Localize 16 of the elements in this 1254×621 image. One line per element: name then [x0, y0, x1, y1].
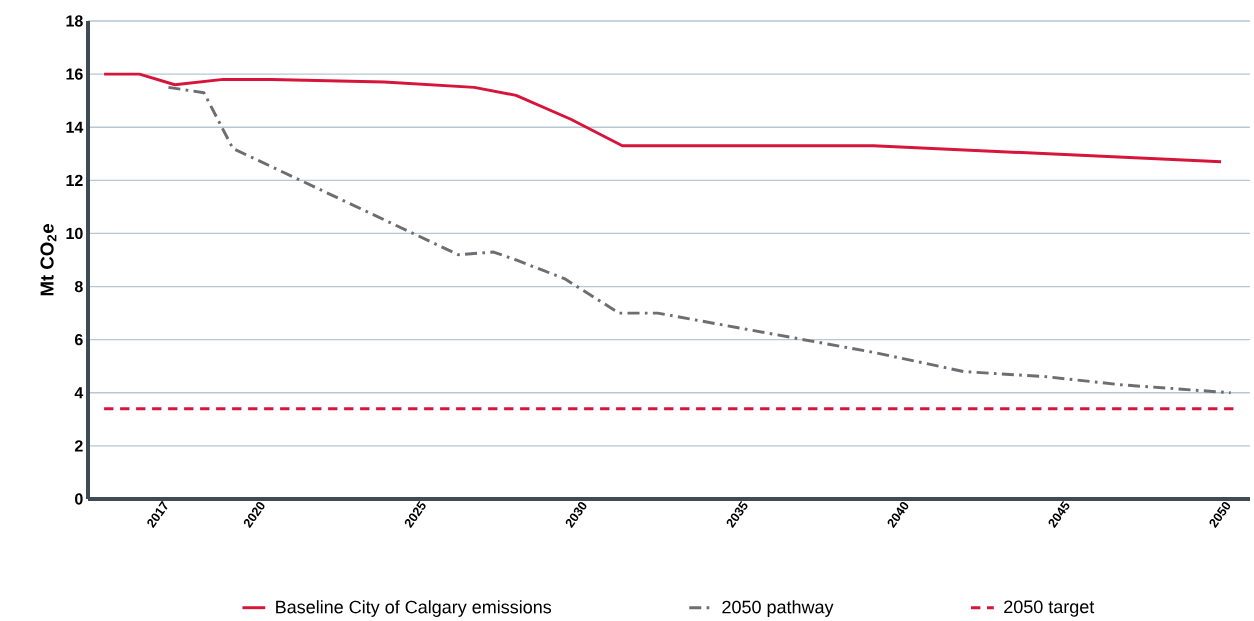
y-tick-label: 6: [74, 334, 83, 346]
y-axis-title: Mt CO$_{2}$e: [40, 224, 57, 296]
y-tick-label: 18: [66, 15, 83, 27]
y-tick-label: 8: [74, 281, 83, 293]
line-series: [167, 86, 1233, 395]
legend-label: Baseline City of Calgary emissions: [276, 600, 552, 618]
y-tick-label: 16: [66, 68, 83, 80]
y-tick-label: 12: [66, 174, 83, 187]
y-tick-label: 14: [66, 121, 84, 133]
legend-label: 2050 pathway: [722, 600, 834, 618]
y-tick-label: 4: [74, 387, 84, 399]
line-series: [102, 72, 1223, 164]
legend-label: 2050 target: [1004, 600, 1095, 617]
y-tick-label: 0: [75, 493, 83, 505]
y-tick-label: 10: [66, 228, 83, 240]
y-tick-label: 2: [74, 440, 83, 452]
